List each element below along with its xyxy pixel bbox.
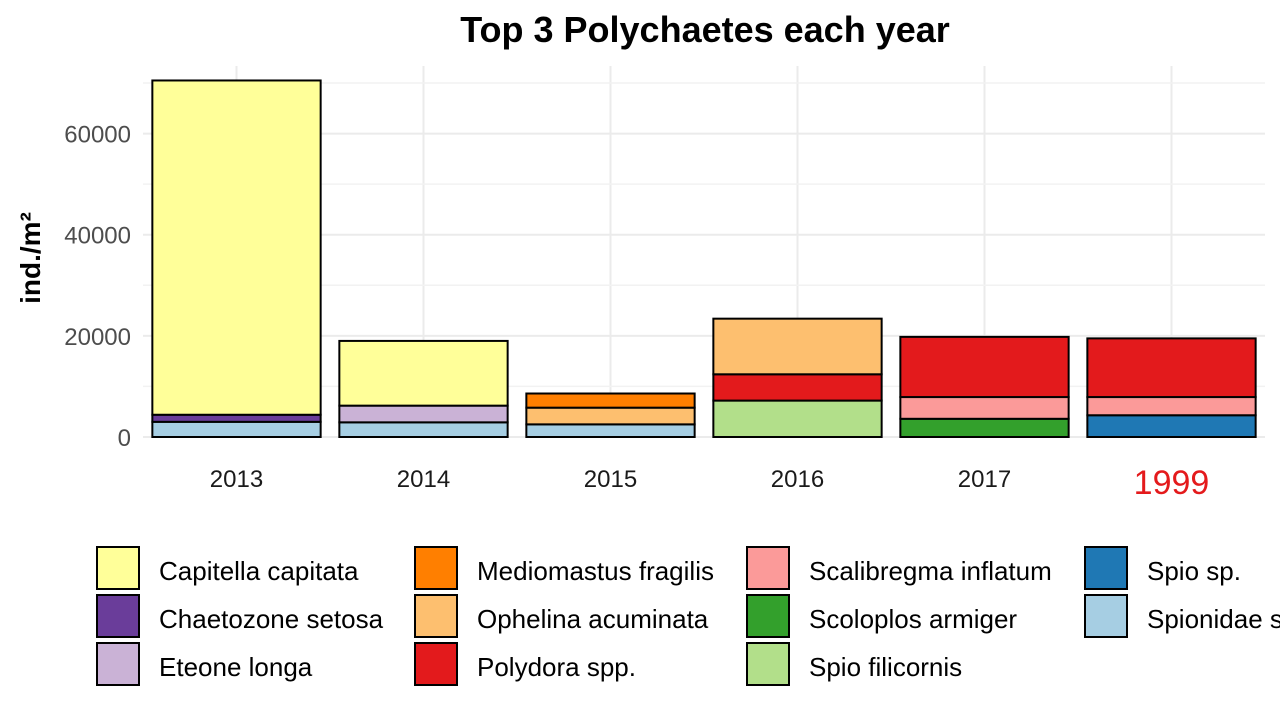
y-tick-label: 20000 [64,324,131,351]
bar-segment [1086,414,1257,438]
bars [151,79,1257,439]
legend-swatch [414,642,458,686]
bar-segment [525,392,696,409]
y-tick-label: 0 [118,425,131,452]
bar-segment [151,413,322,423]
legend-swatch [96,594,140,638]
bar-segment [525,406,696,426]
y-axis-label: ind./m² [15,212,46,304]
x-axis-ticks: 2013 2014 2015 2016 2017 1999 [210,464,1210,502]
y-axis-ticks: 0 20000 40000 60000 [64,122,131,452]
bar-segment [1086,396,1257,417]
chart-title: Top 3 Polychaetes each year [460,9,950,50]
legend-swatch [746,594,790,638]
legend-label: Eteone longa [159,652,313,682]
legend-label: Chaetozone setosa [159,604,384,634]
x-tick-label: 2015 [584,466,637,493]
bar-segment [899,417,1070,438]
legend-label: Polydora spp. [477,652,636,682]
bar-segment [712,399,883,438]
bar-segment [1086,337,1257,399]
legend-swatch [746,546,790,590]
legend-label: Spio filicornis [809,652,963,682]
legend: Capitella capitata Chaetozone setosa Eteon… [96,546,1280,696]
legend-label: Capitella capitata [159,556,359,586]
legend-label: Scoloplos armiger [809,604,1018,634]
bar-segment [525,423,696,439]
x-tick-label: 2017 [958,466,1011,493]
legend-swatch [1084,594,1128,638]
legend-swatch [96,642,140,686]
grid-lines [143,66,1265,438]
legend-label: Spio sp. [1147,556,1241,586]
x-tick-label: 2014 [397,466,450,493]
bar-segment [338,421,509,439]
y-tick-label: 60000 [64,122,131,149]
legend-label: Mediomastus fragilis [477,556,714,586]
bar-segment [899,335,1070,399]
bar-segment [338,404,509,424]
stacked-bar-chart: Top 3 Polychaetes each year ind./m² 0 200… [15,9,1265,502]
x-tick-label: 1999 [1134,464,1210,502]
legend-swatch [414,546,458,590]
legend-swatch [1084,546,1128,590]
bar-segment [899,396,1070,420]
x-tick-label: 2013 [210,466,263,493]
legend-label: Spionidae sp. [1147,604,1280,634]
bar-segment [151,79,322,416]
bar-segment [712,373,883,402]
bar-segment [338,339,509,407]
x-tick-label: 2016 [771,466,824,493]
legend-swatch [96,546,140,590]
bar-segment [151,420,322,439]
bar-segment [712,317,883,376]
legend-label: Ophelina acuminata [477,604,709,634]
legend-label: Scalibregma inflatum [809,556,1052,586]
legend-swatch [414,594,458,638]
legend-swatch [746,642,790,686]
y-tick-label: 40000 [64,223,131,250]
